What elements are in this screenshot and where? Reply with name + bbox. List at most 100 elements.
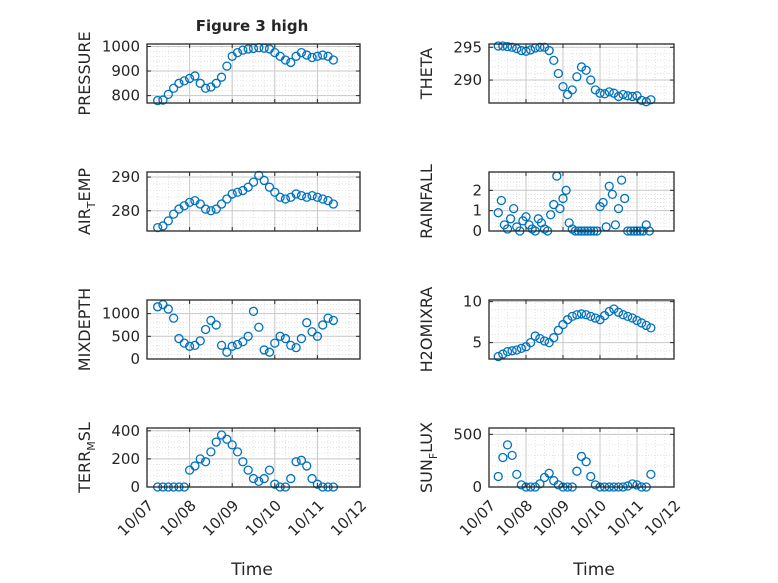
data-point [595, 88, 605, 98]
data-point [232, 187, 243, 197]
y-tick-label: 290 [111, 168, 140, 186]
data-point [507, 450, 517, 461]
data-point [561, 185, 571, 195]
data-point [302, 461, 312, 471]
x-tick-label: 10/08 [157, 497, 200, 540]
data-point [627, 91, 638, 102]
data-point [211, 78, 221, 88]
x-tick-label: 10/12 [641, 497, 684, 540]
data-point [270, 187, 280, 197]
data-point [590, 480, 601, 490]
y-tick-label: 295 [453, 38, 482, 56]
data-point [275, 192, 285, 202]
y-tick-label: 0 [130, 478, 140, 496]
y-axis-label: PRESSURE [75, 31, 94, 115]
y-axis-label: H2OMIXRA [417, 287, 436, 373]
data-point [521, 212, 531, 222]
data-point [562, 315, 573, 325]
data-point [312, 479, 323, 489]
data-point [636, 95, 647, 106]
y-tick-label: 1000 [102, 305, 140, 323]
data-point [270, 338, 280, 348]
data-point [286, 473, 296, 484]
data-point [163, 89, 173, 100]
data-point [493, 208, 503, 218]
data-point [604, 306, 614, 317]
data-point [222, 61, 232, 71]
data-point [312, 331, 323, 341]
data-point [498, 41, 508, 51]
data-point [254, 322, 264, 332]
data-point [307, 473, 317, 484]
data-point [576, 62, 587, 72]
data-point [280, 55, 291, 65]
data-point [636, 318, 647, 328]
data-point [581, 65, 591, 75]
data-point [264, 347, 275, 357]
data-point [496, 195, 506, 206]
data-point [190, 461, 200, 471]
data-point [535, 333, 545, 344]
data-point [581, 457, 591, 467]
axes-frame [146, 43, 361, 104]
data-point [516, 480, 527, 490]
data-point [553, 68, 564, 79]
data-point [163, 304, 173, 314]
data-point [232, 447, 243, 457]
data-point [259, 345, 269, 355]
data-point [248, 306, 259, 316]
data-point [248, 177, 259, 187]
data-point [555, 203, 565, 214]
data-point [572, 72, 582, 82]
x-tick-label: 10/07 [114, 497, 157, 540]
data-point [610, 220, 621, 230]
axes-frame [488, 299, 675, 360]
data-point [190, 71, 200, 81]
x-tick-label: 10/12 [327, 497, 370, 540]
data-point [502, 224, 513, 234]
data-point [211, 320, 221, 330]
data-point [286, 340, 296, 351]
data-point [553, 480, 564, 490]
data-point [200, 457, 211, 467]
data-point [195, 336, 205, 346]
data-point [307, 52, 317, 63]
data-point [509, 203, 519, 214]
data-point [530, 331, 540, 341]
data-point [318, 194, 328, 204]
data-point [493, 471, 503, 482]
x-tick-label: 10/11 [604, 497, 647, 540]
data-point [259, 175, 269, 186]
data-point [586, 75, 596, 85]
data-point [206, 315, 216, 326]
data-point [586, 311, 596, 322]
data-point [302, 50, 312, 60]
plot-area [147, 172, 360, 231]
data-point [539, 336, 550, 346]
data-point [206, 447, 216, 457]
x-tick-label: 10/09 [530, 497, 573, 540]
y-axis-label: SUNFLUX [417, 422, 440, 493]
x-tick-label: 10/09 [199, 497, 242, 540]
data-point [222, 434, 232, 444]
data-point [195, 78, 205, 88]
y-axis-label: RAINFALL [417, 164, 436, 239]
data-point [535, 479, 545, 489]
data-point [152, 302, 163, 312]
x-tick-label: 10/07 [456, 497, 499, 540]
data-point [535, 42, 545, 52]
data-point [158, 95, 168, 105]
data-point [254, 476, 264, 487]
data-point [211, 204, 221, 214]
data-point [200, 83, 211, 93]
data-point [328, 315, 339, 326]
data-point [243, 44, 253, 54]
y-axis-label: THETA [417, 48, 436, 100]
data-point [195, 454, 205, 464]
data-point [216, 72, 227, 82]
data-point [323, 313, 333, 323]
data-point [544, 468, 554, 478]
data-point [227, 440, 237, 450]
data-point [302, 318, 312, 328]
